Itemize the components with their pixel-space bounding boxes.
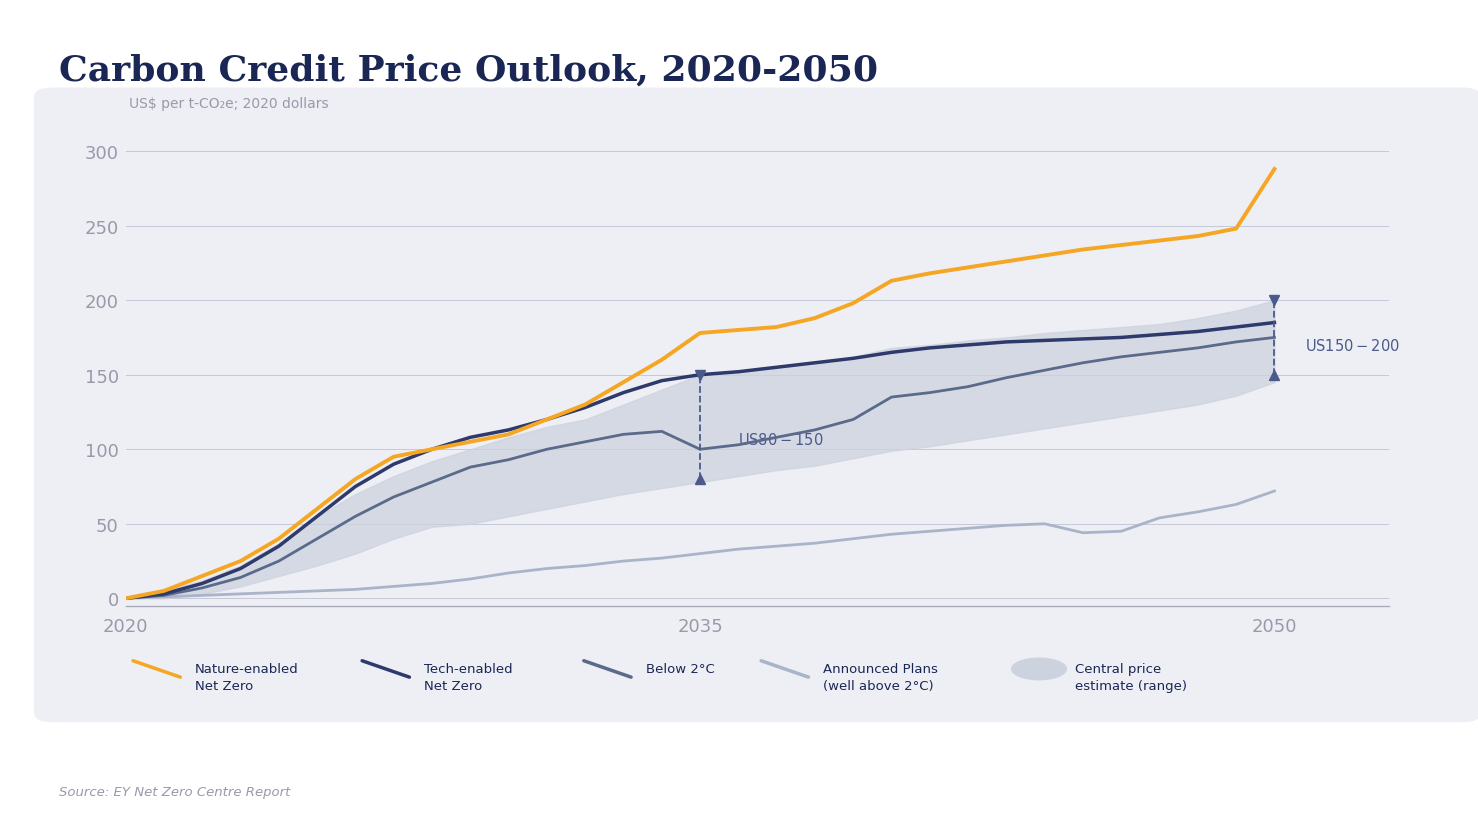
Text: US$150-$200: US$150-$200 <box>1305 337 1400 354</box>
Text: US$ per t-CO₂e; 2020 dollars: US$ per t-CO₂e; 2020 dollars <box>129 97 328 111</box>
Text: Nature-enabled
Net Zero: Nature-enabled Net Zero <box>195 663 299 693</box>
Text: Announced Plans
(well above 2°C): Announced Plans (well above 2°C) <box>823 663 939 693</box>
Text: Below 2°C: Below 2°C <box>646 663 715 676</box>
Text: Tech-enabled
Net Zero: Tech-enabled Net Zero <box>424 663 513 693</box>
Text: Source: EY Net Zero Centre Report: Source: EY Net Zero Centre Report <box>59 785 291 799</box>
Text: Carbon Credit Price Outlook, 2020-2050: Carbon Credit Price Outlook, 2020-2050 <box>59 53 878 87</box>
Text: Central price
estimate (range): Central price estimate (range) <box>1075 663 1187 693</box>
Text: US$80-$150: US$80-$150 <box>739 432 823 447</box>
